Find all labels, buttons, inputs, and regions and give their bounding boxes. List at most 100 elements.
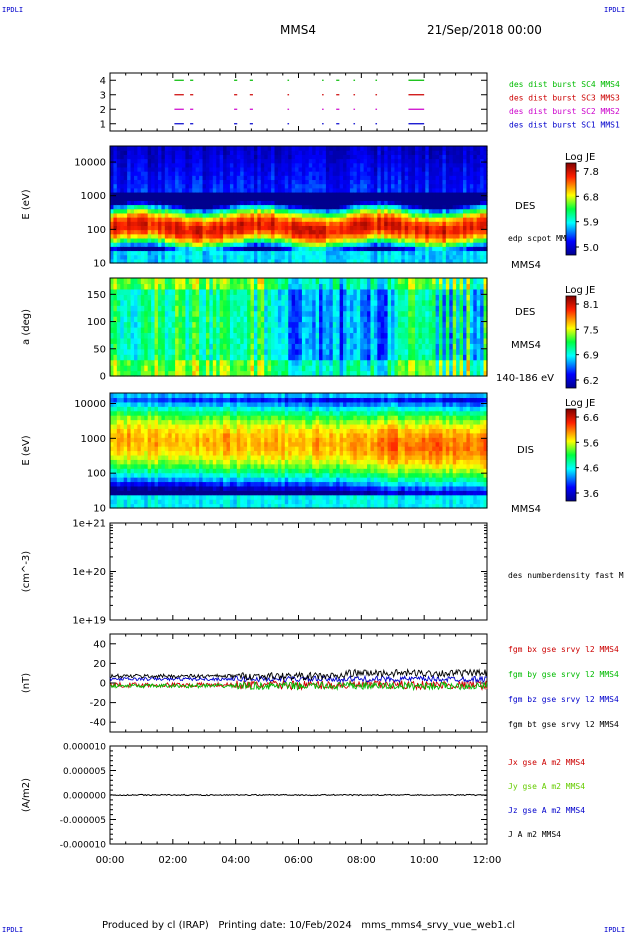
y-tick-label: 2 xyxy=(100,105,106,116)
heatmap-cell xyxy=(240,229,245,235)
heatmap-cell xyxy=(312,288,317,295)
heatmap-cell xyxy=(367,191,372,197)
heatmap-cell xyxy=(353,299,358,306)
heatmap-cell xyxy=(370,158,375,164)
heatmap-cell xyxy=(387,343,392,350)
heatmap-cell xyxy=(264,250,269,256)
heatmap-cell xyxy=(476,162,481,168)
heatmap-cell xyxy=(284,229,289,235)
heatmap-cell xyxy=(483,196,488,201)
heatmap-cell xyxy=(473,204,478,210)
heatmap-cell xyxy=(137,221,142,226)
heatmap-cell xyxy=(442,254,447,260)
heatmap-cell xyxy=(377,150,382,155)
heatmap-cell xyxy=(332,166,337,172)
heatmap-cell xyxy=(277,283,282,290)
heatmap-cell xyxy=(469,204,474,210)
heatmap-cell xyxy=(277,321,282,328)
heatmap-cell xyxy=(373,278,378,285)
heatmap-cell xyxy=(229,278,234,285)
heatmap-cell xyxy=(380,179,385,185)
heatmap-cell xyxy=(253,354,258,361)
heatmap-cell xyxy=(185,204,190,210)
heatmap-cell xyxy=(137,196,142,201)
heatmap-cell xyxy=(312,305,317,312)
heatmap-cell xyxy=(312,258,317,264)
heatmap-cell xyxy=(123,154,128,160)
heatmap-cell xyxy=(394,158,399,164)
heatmap-cell xyxy=(377,343,382,350)
heatmap-cell xyxy=(415,250,420,256)
heatmap-cell xyxy=(339,246,344,252)
heatmap-cell xyxy=(216,208,221,214)
heatmap-cell xyxy=(384,310,389,317)
heatmap-cell xyxy=(281,179,286,185)
heatmap-cell xyxy=(295,294,300,301)
heatmap-cell xyxy=(140,354,145,361)
heatmap-cell xyxy=(418,294,423,301)
heatmap-cell xyxy=(226,316,231,323)
heatmap-cell xyxy=(154,254,159,260)
heatmap-cell xyxy=(445,250,450,256)
heatmap-cell xyxy=(175,246,180,252)
heatmap-cell xyxy=(199,288,204,295)
heatmap-cell xyxy=(428,154,433,160)
heatmap-cell xyxy=(212,212,217,218)
heatmap-cell xyxy=(133,359,139,366)
heatmap-cell xyxy=(480,237,485,243)
heatmap-cell xyxy=(459,146,464,151)
heatmap-cell xyxy=(445,171,450,176)
heatmap-cell xyxy=(185,365,190,372)
heatmap-cell xyxy=(336,332,341,339)
heatmap-cell xyxy=(199,217,204,222)
heatmap-cell xyxy=(295,343,300,350)
heatmap-cell xyxy=(301,162,306,168)
heatmap-cell xyxy=(408,288,413,295)
heatmap-cell xyxy=(391,365,396,372)
heatmap-cell xyxy=(305,370,310,377)
heatmap-cell xyxy=(219,158,224,164)
heatmap-cell xyxy=(110,183,115,189)
heatmap-cell xyxy=(329,191,334,197)
heatmap-cell xyxy=(154,217,159,222)
heatmap-cell xyxy=(164,154,169,160)
heatmap-cell xyxy=(336,175,341,181)
heatmap-cell xyxy=(288,212,293,218)
heatmap-cell xyxy=(370,225,375,231)
heatmap-cell xyxy=(356,283,361,290)
heatmap-cell xyxy=(240,242,245,247)
heatmap-cell xyxy=(308,299,313,306)
heatmap-cell xyxy=(113,278,118,285)
heatmap-cell xyxy=(387,154,392,160)
heatmap-cell xyxy=(113,254,118,260)
heatmap-cell xyxy=(308,171,313,176)
heatmap-cell xyxy=(161,299,166,306)
heatmap-cell xyxy=(216,294,221,301)
heatmap-cell xyxy=(480,208,485,214)
heatmap-cell xyxy=(349,365,354,372)
heatmap-cell xyxy=(459,187,464,193)
heatmap-cell xyxy=(336,208,341,214)
heatmap-cell xyxy=(202,332,207,339)
heatmap-cell xyxy=(425,299,430,306)
heatmap-cell xyxy=(469,233,474,239)
heatmap-cell xyxy=(110,258,115,264)
heatmap-cell xyxy=(247,258,252,264)
heatmap-cell xyxy=(229,321,234,328)
heatmap-cell xyxy=(298,166,303,172)
heatmap-cell xyxy=(175,250,180,256)
heatmap-cell xyxy=(329,204,334,210)
heatmap-cell xyxy=(425,204,430,210)
heatmap-cell xyxy=(116,171,121,176)
heatmap-cell xyxy=(421,283,426,290)
heatmap-cell xyxy=(175,237,180,243)
heatmap-cell xyxy=(370,162,375,168)
heatmap-cell xyxy=(274,150,279,155)
heatmap-cell xyxy=(120,229,125,235)
heatmap-cell xyxy=(243,208,248,214)
heatmap-cell xyxy=(113,310,118,317)
heatmap-cell xyxy=(151,283,156,290)
heatmap-cell xyxy=(295,150,300,155)
heatmap-cell xyxy=(260,332,265,339)
heatmap-cell xyxy=(188,288,193,295)
